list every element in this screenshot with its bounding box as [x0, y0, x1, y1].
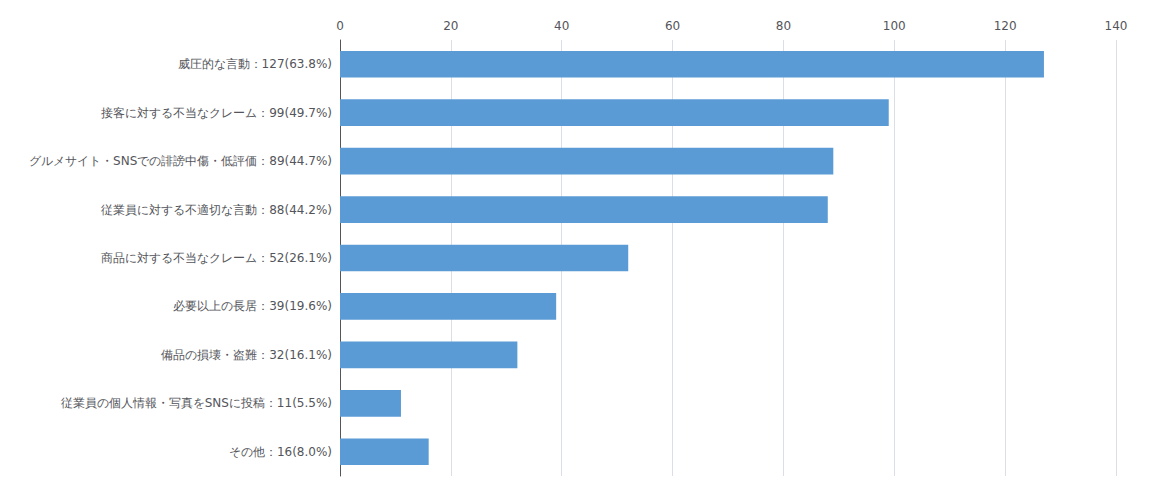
svg-text:100: 100 [883, 19, 906, 33]
svg-text:商品に対する不当なクレーム：52(26.1%): 商品に対する不当なクレーム：52(26.1%) [101, 251, 332, 265]
svg-text:80: 80 [776, 19, 791, 33]
svg-text:60: 60 [665, 19, 680, 33]
svg-text:140: 140 [1105, 19, 1128, 33]
svg-text:威圧的な言動：127(63.8%): 威圧的な言動：127(63.8%) [178, 57, 332, 71]
svg-text:20: 20 [443, 19, 458, 33]
svg-text:0: 0 [336, 19, 344, 33]
svg-text:その他：16(8.0%): その他：16(8.0%) [229, 445, 332, 459]
svg-text:備品の損壊・盗難：32(16.1%): 備品の損壊・盗難：32(16.1%) [161, 348, 332, 362]
svg-text:120: 120 [994, 19, 1017, 33]
svg-text:従業員に対する不適切な言動：88(44.2%): 従業員に対する不適切な言動：88(44.2%) [101, 203, 332, 217]
svg-text:従業員の個人情報・写真をSNSに投稿：11(5.5%): 従業員の個人情報・写真をSNSに投稿：11(5.5%) [61, 396, 332, 410]
svg-text:グルメサイト・SNSでの誹謗中傷・低評価：89(44.7%): グルメサイト・SNSでの誹謗中傷・低評価：89(44.7%) [29, 154, 332, 168]
svg-text:接客に対する不当なクレーム：99(49.7%): 接客に対する不当なクレーム：99(49.7%) [101, 106, 332, 120]
svg-text:必要以上の長居：39(19.6%): 必要以上の長居：39(19.6%) [173, 299, 332, 313]
svg-text:40: 40 [554, 19, 569, 33]
